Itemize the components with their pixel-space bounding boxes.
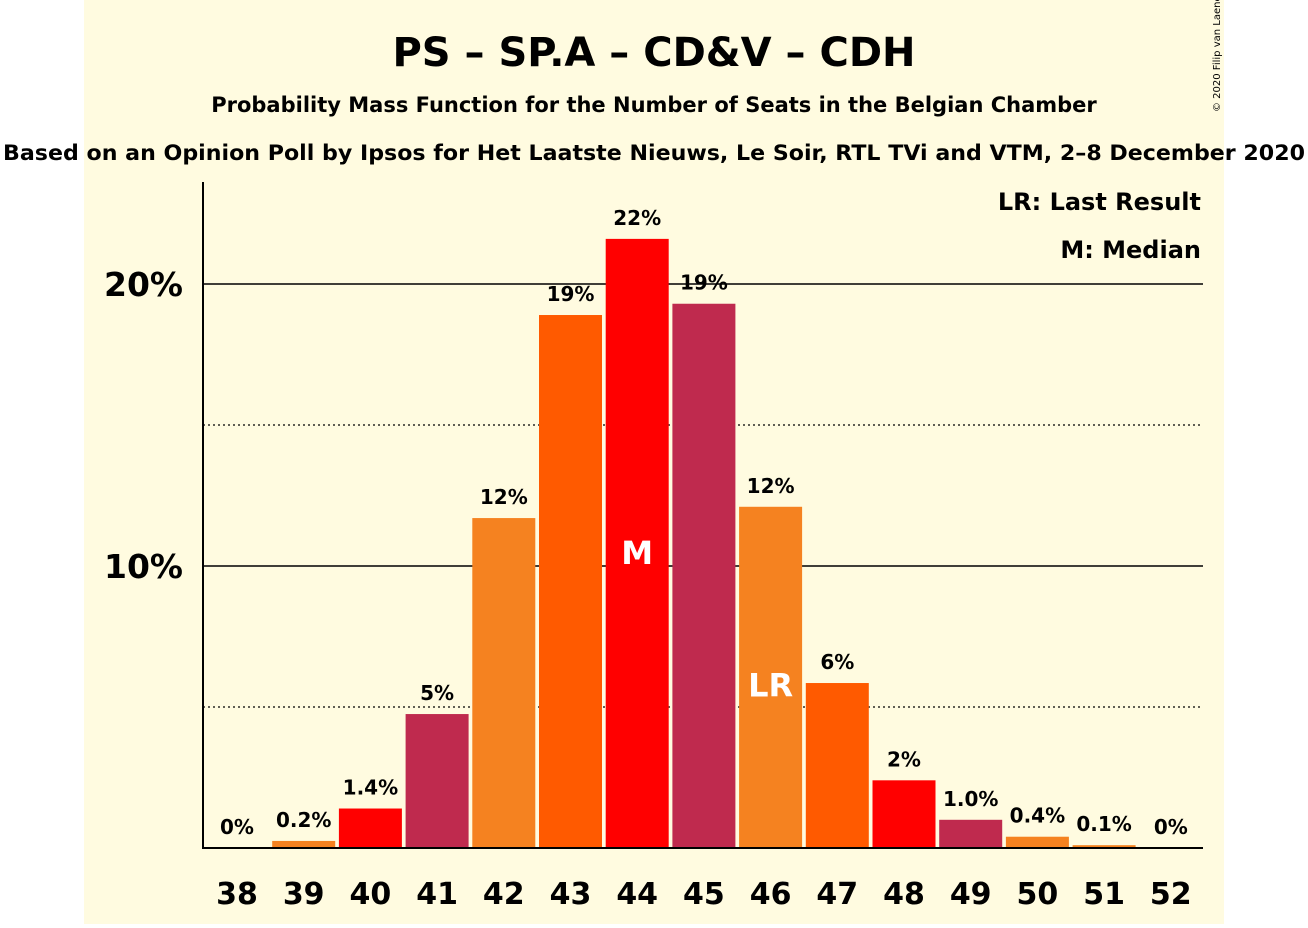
data-label-41: 5% [420,681,454,705]
bar-seats-50 [1005,836,1069,848]
y-tick-label: 20% [104,265,183,304]
bar-seats-43 [539,315,602,848]
data-labels: 0% 0.2% 1.4% 5% 12% 19% 22% 19% 12% 6% 2% 1.0% 0.4% 0… [220,206,1188,839]
x-tick-label: 42 [483,877,525,912]
x-tick-label: 40 [350,877,392,912]
bar-seats-40 [338,808,402,848]
data-label-42: 12% [480,485,528,509]
bar-seats-46 [739,506,803,848]
bar-seats-47 [805,683,869,848]
data-label-45: 19% [680,271,728,295]
x-tick-label: 51 [1083,877,1125,912]
bar-seats-48 [872,780,936,848]
bar-seats-45 [672,303,736,848]
data-label-46: 12% [747,474,795,498]
x-tick-label: 48 [883,877,925,912]
x-tick-label: 52 [1150,877,1192,912]
chart-subtitle: Probability Mass Function for the Number… [211,93,1097,117]
copyright-notice: © 2020 Filip van Laenen [1212,0,1223,112]
x-tick-label: 44 [616,877,658,912]
bar-seats-44 [605,238,669,848]
x-tick-label: 50 [1017,877,1059,912]
data-label-51: 0.1% [1076,812,1131,836]
data-label-43: 19% [547,282,595,306]
bars [272,238,1136,848]
data-label-52: 0% [1154,815,1188,839]
bar-seats-49 [939,819,1003,848]
marker-m: M [621,534,653,572]
data-label-38: 0% [220,815,254,839]
data-label-47: 6% [820,650,854,674]
data-label-39: 0.2% [276,808,331,832]
data-label-44: 22% [613,206,661,230]
legend-last-result: LR: Last Result [998,188,1201,216]
x-tick-label: 45 [683,877,725,912]
x-tick-label: 43 [550,877,592,912]
bar-seats-51 [1072,845,1136,848]
x-tick-label: 47 [816,877,858,912]
data-label-49: 1.0% [943,787,998,811]
x-tick-label: 39 [283,877,325,912]
x-tick-label: 38 [216,877,258,912]
chart-source-line: Based on an Opinion Poll by Ipsos for He… [3,141,1305,165]
data-label-48: 2% [887,747,921,771]
marker-lr: LR [748,666,793,704]
y-tick-label: 10% [104,547,183,586]
data-label-50: 0.4% [1010,804,1065,828]
legend-median: M: Median [1060,236,1201,264]
bar-seats-41 [405,714,469,848]
x-tick-label: 41 [416,877,458,912]
chart-title: PS – SP.A – CD&V – CDH [392,30,915,76]
axes [202,182,1203,849]
bar-seats-39 [272,840,336,848]
data-label-40: 1.4% [343,776,398,800]
x-tick-label: 49 [950,877,992,912]
bar-seats-42 [472,518,536,848]
x-tick-label: 46 [750,877,792,912]
tick-labels: 38 39 40 41 42 43 44 45 46 47 48 49 50 51 52 10% 20% [104,265,1192,912]
